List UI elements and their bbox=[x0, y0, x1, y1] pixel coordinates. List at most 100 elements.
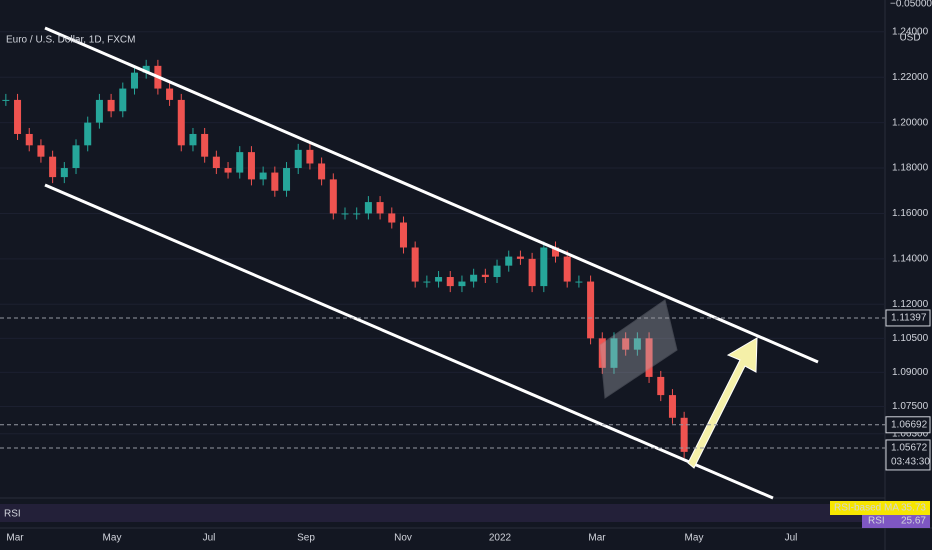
arrow bbox=[687, 337, 758, 469]
candle bbox=[84, 122, 92, 146]
x-tick-label: Mar bbox=[6, 533, 24, 544]
candle bbox=[364, 202, 372, 214]
candle bbox=[411, 247, 419, 282]
x-tick-label: Nov bbox=[394, 533, 412, 544]
channel-upper bbox=[44, 26, 819, 364]
candle bbox=[318, 163, 326, 180]
candle bbox=[142, 65, 150, 73]
price-badge bbox=[885, 439, 931, 471]
price-badge bbox=[885, 416, 931, 434]
x-tick-label: Jul bbox=[785, 533, 798, 544]
candle bbox=[14, 99, 22, 134]
candle bbox=[633, 338, 641, 350]
y-tick-label: 1.22000 bbox=[892, 72, 929, 83]
rsi-ma-value: 35.73 bbox=[901, 503, 926, 514]
candle bbox=[72, 145, 80, 169]
countdown: 03:43:30 bbox=[891, 457, 930, 468]
candle bbox=[528, 258, 536, 287]
y-tick-label: 1.09000 bbox=[892, 367, 929, 378]
candle bbox=[481, 274, 489, 278]
candle bbox=[680, 417, 688, 452]
candle bbox=[622, 338, 630, 350]
rsi-band bbox=[0, 504, 885, 522]
candle bbox=[470, 274, 478, 282]
y-tick-label: 1.16000 bbox=[892, 208, 929, 219]
candle bbox=[341, 213, 349, 215]
y-tick-label: 1.14000 bbox=[892, 253, 929, 264]
rsi-ma-label: RSI-based MA bbox=[834, 503, 899, 514]
candle bbox=[563, 256, 571, 282]
candle bbox=[166, 88, 174, 100]
y-tick-label: 1.18000 bbox=[892, 163, 929, 174]
candle bbox=[516, 256, 524, 259]
y-tick-label: 1.24000 bbox=[892, 26, 929, 37]
channel-lower bbox=[44, 183, 774, 500]
candle bbox=[329, 179, 337, 214]
y-tick-label: 1.12000 bbox=[892, 299, 929, 310]
y-tick-label: 1.10500 bbox=[892, 333, 929, 344]
candle bbox=[60, 168, 68, 178]
price-badge-label: 1.05672 bbox=[891, 443, 928, 454]
top-label: −0.05000 bbox=[890, 0, 932, 10]
candle bbox=[423, 281, 431, 283]
candle bbox=[657, 376, 665, 396]
candle bbox=[247, 152, 255, 180]
candle bbox=[177, 99, 185, 146]
price-badge bbox=[885, 309, 931, 327]
candle bbox=[610, 338, 618, 368]
candle bbox=[25, 133, 33, 146]
candle bbox=[130, 72, 138, 89]
candle bbox=[189, 133, 197, 146]
price-badge-label: 1.06692 bbox=[891, 419, 928, 430]
x-tick-label: 2022 bbox=[489, 533, 512, 544]
candle bbox=[587, 281, 595, 339]
currency-label: USD bbox=[899, 33, 920, 44]
chart-title: Euro / U.S. Dollar, 1D, FXCM bbox=[6, 35, 135, 46]
candle bbox=[575, 281, 583, 283]
x-tick-label: Sep bbox=[297, 533, 315, 544]
y-tick-label: 1.20000 bbox=[892, 117, 929, 128]
candle bbox=[107, 99, 115, 112]
candle bbox=[458, 281, 466, 287]
rsi-value: 25.67 bbox=[901, 516, 926, 527]
x-tick-label: May bbox=[103, 533, 122, 544]
x-tick-label: May bbox=[685, 533, 704, 544]
candle bbox=[668, 395, 676, 418]
candle bbox=[37, 145, 45, 157]
candle bbox=[306, 149, 314, 164]
x-tick-label: Jul bbox=[203, 533, 216, 544]
candle bbox=[271, 172, 279, 191]
rsi-badge bbox=[862, 515, 930, 528]
candle bbox=[645, 338, 653, 377]
price-badge-label: 1.11397 bbox=[891, 313, 927, 324]
rsi-ma-badge bbox=[830, 501, 930, 515]
flag-shape bbox=[599, 299, 678, 399]
candle bbox=[446, 277, 454, 287]
candle bbox=[435, 277, 443, 282]
x-tick-label: Mar bbox=[588, 533, 606, 544]
candle bbox=[2, 99, 10, 101]
rsi-label: RSI bbox=[4, 509, 21, 520]
rsi-badge-label: RSI bbox=[868, 516, 885, 527]
candle bbox=[49, 156, 57, 178]
candle bbox=[376, 202, 384, 214]
candle bbox=[540, 247, 548, 287]
candle bbox=[224, 168, 232, 173]
candle bbox=[294, 149, 302, 169]
candle bbox=[399, 222, 407, 248]
candle bbox=[505, 256, 513, 266]
candle bbox=[95, 99, 103, 123]
candle bbox=[388, 213, 396, 223]
candle bbox=[212, 156, 220, 169]
candle bbox=[283, 168, 291, 191]
candle bbox=[236, 152, 244, 173]
candle bbox=[493, 265, 501, 278]
y-tick-label: 1.07500 bbox=[892, 401, 929, 412]
y-tick-label: 1.06300 bbox=[892, 428, 929, 439]
candle bbox=[598, 338, 606, 368]
candle bbox=[259, 172, 267, 180]
candle bbox=[201, 133, 209, 157]
candle bbox=[353, 213, 361, 215]
